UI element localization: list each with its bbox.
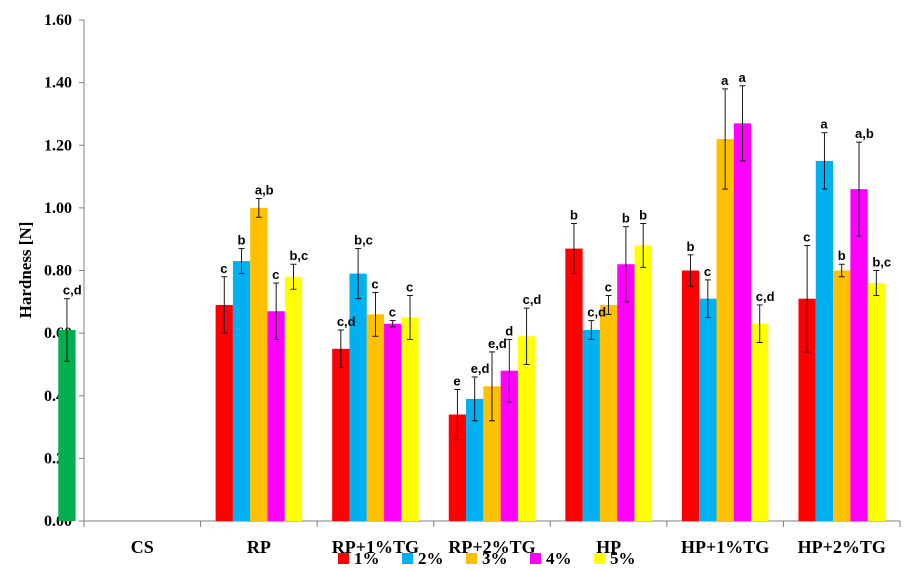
x-category-label: CS bbox=[131, 537, 154, 557]
bar bbox=[250, 207, 268, 521]
significance-label: b,c bbox=[354, 233, 373, 248]
legend: 1% 2% 3% 4% 5% bbox=[338, 549, 636, 568]
bar bbox=[733, 123, 752, 522]
significance-label: a,b bbox=[855, 126, 874, 141]
y-tick-label: 1.00 bbox=[44, 200, 72, 217]
y-axis-ticks: 0.000.200.400.600.801.001.201.401.60 bbox=[44, 12, 84, 530]
legend-swatch bbox=[594, 553, 605, 564]
chart-bars bbox=[58, 123, 885, 522]
error-bars bbox=[63, 85, 880, 441]
significance-label: c,d bbox=[337, 314, 356, 329]
bar bbox=[384, 323, 402, 521]
bar bbox=[332, 348, 350, 521]
bar bbox=[582, 329, 600, 521]
significance-label: b bbox=[622, 211, 630, 226]
bar bbox=[232, 261, 251, 521]
bar bbox=[517, 336, 536, 521]
significance-label: e,d bbox=[488, 336, 507, 351]
significance-label: c bbox=[389, 305, 396, 320]
bar bbox=[634, 245, 652, 521]
bar bbox=[681, 270, 700, 521]
significance-label: b bbox=[238, 233, 246, 248]
legend-swatch bbox=[466, 553, 477, 564]
y-tick-label: 0.80 bbox=[44, 263, 72, 280]
significance-label: a bbox=[820, 117, 828, 132]
bar bbox=[215, 304, 233, 521]
bar bbox=[366, 314, 385, 521]
legend-swatch bbox=[530, 553, 541, 564]
bar bbox=[500, 370, 518, 521]
y-tick-label: 1.60 bbox=[44, 12, 72, 29]
significance-label: c bbox=[605, 280, 612, 295]
significance-label: c,d bbox=[756, 289, 775, 304]
x-category-label: RP bbox=[247, 537, 271, 557]
bar bbox=[699, 298, 717, 521]
x-category-label: RP+1%TG bbox=[332, 537, 419, 557]
legend-label: 1% bbox=[354, 549, 380, 568]
significance-label: c bbox=[704, 264, 711, 279]
significance-label: c,d bbox=[523, 292, 542, 307]
bar bbox=[58, 329, 76, 521]
significance-label: c bbox=[406, 280, 413, 295]
significance-label: e bbox=[453, 373, 460, 388]
bar bbox=[284, 276, 303, 521]
significance-label: a bbox=[738, 70, 746, 85]
bar bbox=[798, 298, 816, 521]
significance-label: b,c bbox=[872, 255, 891, 270]
bar bbox=[850, 189, 868, 521]
x-category-label: HP+2%TG bbox=[798, 537, 886, 557]
significance-label: b bbox=[687, 239, 695, 254]
bar bbox=[565, 248, 583, 522]
legend-label: 3% bbox=[482, 549, 508, 568]
legend-label: 4% bbox=[546, 549, 572, 568]
bar bbox=[617, 264, 635, 521]
legend-swatch bbox=[402, 553, 413, 564]
x-category-label: RP+2%TG bbox=[448, 537, 535, 557]
significance-label: a,b bbox=[255, 182, 274, 197]
x-category-label: HP+1%TG bbox=[681, 537, 769, 557]
legend-swatch bbox=[338, 553, 349, 564]
significance-label: c bbox=[371, 276, 378, 291]
bar bbox=[401, 317, 419, 521]
significance-label: c,d bbox=[587, 305, 606, 320]
legend-label: 2% bbox=[418, 549, 444, 568]
bar bbox=[349, 273, 367, 521]
bar bbox=[267, 311, 285, 521]
y-tick-label: 1.40 bbox=[44, 75, 72, 92]
legend-label: 5% bbox=[610, 549, 636, 568]
x-category-label: HP bbox=[596, 537, 621, 557]
significance-label: b bbox=[570, 208, 578, 223]
significance-label: a bbox=[721, 73, 729, 88]
y-axis-title: Hardness [N] bbox=[16, 222, 35, 319]
bar bbox=[815, 160, 834, 521]
significance-label: b,c bbox=[289, 248, 308, 263]
bar bbox=[751, 323, 769, 521]
bar bbox=[833, 270, 851, 521]
bar bbox=[599, 304, 618, 521]
significance-label: d bbox=[505, 323, 513, 338]
bar bbox=[716, 138, 734, 522]
bar bbox=[466, 398, 484, 521]
bar bbox=[448, 414, 467, 521]
x-axis-categories: CS RP RP+1%TG RP+2%TG HP HP+1%TG HP+2%TG bbox=[131, 537, 886, 557]
significance-label: c bbox=[220, 261, 227, 276]
significance-label: e,d bbox=[471, 361, 490, 376]
significance-label: b bbox=[838, 248, 846, 263]
significance-label: c bbox=[803, 229, 810, 244]
bar bbox=[483, 386, 501, 521]
significance-label: c bbox=[272, 267, 279, 282]
significance-label: b bbox=[639, 208, 647, 223]
significance-label: c,d bbox=[63, 283, 82, 298]
bar bbox=[867, 283, 885, 521]
y-tick-label: 1.20 bbox=[44, 137, 72, 154]
